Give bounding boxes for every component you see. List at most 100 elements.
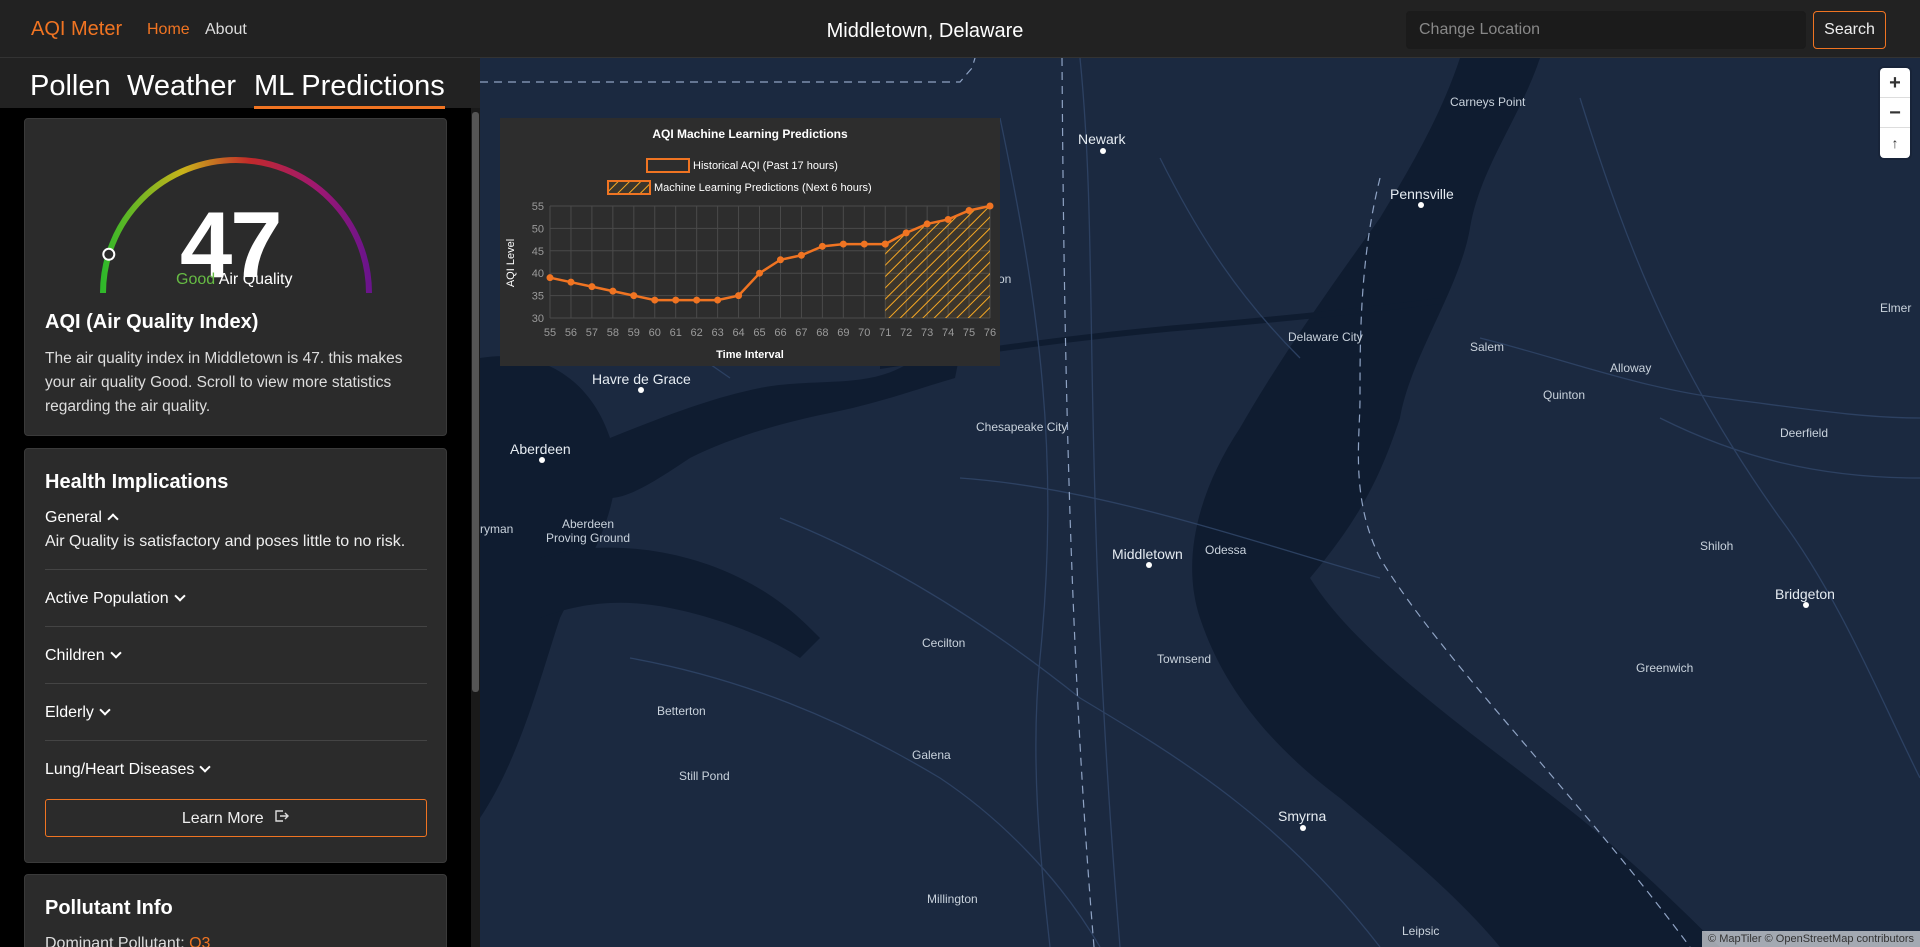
- chart-title: AQI Machine Learning Predictions: [652, 127, 848, 141]
- brand-logo[interactable]: AQI Meter: [31, 18, 123, 40]
- prediction-point: [881, 240, 889, 248]
- y-tick-label: 45: [532, 246, 544, 258]
- map-place-label: Leipsic: [1402, 924, 1440, 938]
- map-place-label: Shiloh: [1700, 539, 1734, 553]
- map-place-label: Havre de Grace: [592, 371, 691, 387]
- map-place-label: Salem: [1470, 340, 1505, 354]
- accordion-elderly[interactable]: Elderly: [45, 704, 427, 722]
- tab-weather[interactable]: Weather: [127, 70, 237, 102]
- x-tick-label: 72: [900, 327, 912, 339]
- map[interactable]: Newark Carneys Point Pennsville Elmer De…: [480, 58, 1920, 947]
- external-link-icon: [275, 809, 290, 822]
- chevron-down-icon: [99, 704, 111, 716]
- legend-swatch-predictions: [607, 180, 651, 195]
- nav-home-link[interactable]: Home: [147, 21, 190, 38]
- x-tick-label: 57: [586, 327, 598, 339]
- historical-point: [735, 292, 743, 300]
- historical-point: [609, 287, 617, 295]
- zoom-out-button[interactable]: −: [1880, 98, 1910, 128]
- map-place-label: Aberdeen: [510, 441, 571, 457]
- aqi-description: The air quality index in Middletown is 4…: [45, 350, 403, 415]
- map-place-label: Quinton: [1543, 388, 1586, 402]
- map-place-label: Still Pond: [679, 769, 730, 783]
- dominant-label: Dominant Pollutant:: [45, 935, 185, 947]
- y-tick-label: 35: [532, 291, 544, 303]
- accordion-general[interactable]: General: [45, 509, 427, 527]
- x-tick-label: 60: [649, 327, 661, 339]
- map-place-label: Smyrna: [1278, 808, 1327, 824]
- place-marker: [1146, 562, 1152, 568]
- map-place-label: on: [998, 272, 1012, 286]
- historical-point: [839, 240, 847, 248]
- aqi-quality-label: Good Air Quality: [176, 271, 293, 289]
- accordion-children[interactable]: Children: [45, 647, 427, 665]
- location-search-input[interactable]: [1406, 11, 1806, 49]
- dominant-value[interactable]: O3: [189, 935, 211, 947]
- accordion-label: Elderly: [45, 704, 94, 721]
- historical-point: [714, 296, 722, 304]
- x-tick-label: 67: [795, 327, 807, 339]
- chevron-down-icon: [199, 761, 212, 773]
- reset-north-button[interactable]: ↑: [1891, 135, 1899, 151]
- tab-bar: Pollen Weather ML Predictions: [0, 58, 480, 109]
- learn-more-button[interactable]: Learn More: [45, 799, 427, 837]
- x-tick-label: 68: [816, 327, 828, 339]
- search-button[interactable]: Search: [1813, 11, 1886, 49]
- pollutant-card: Pollutant Info Dominant Pollutant: O3: [24, 874, 447, 947]
- ml-chart: AQI Machine Learning Predictions Histori…: [505, 127, 996, 361]
- accordion-active-population[interactable]: Active Population: [45, 590, 427, 608]
- x-tick-label: 59: [628, 327, 640, 339]
- map-place-label: Aberdeen Proving Ground: [545, 517, 631, 545]
- map-place-label: Bridgeton: [1775, 586, 1835, 602]
- tab-ml-predictions[interactable]: ML Predictions: [254, 70, 445, 109]
- place-marker: [638, 387, 644, 393]
- x-tick-label: 74: [942, 327, 954, 339]
- legend-swatch-historical: [646, 158, 690, 173]
- accordion-label: Lung/Heart Diseases: [45, 761, 195, 778]
- map-place-label: Newark: [1078, 131, 1126, 147]
- historical-point: [860, 240, 868, 248]
- zoom-in-button[interactable]: +: [1880, 68, 1910, 98]
- scrollbar-thumb[interactable]: [472, 112, 479, 692]
- x-tick-label: 61: [670, 327, 682, 339]
- general-text: Air Quality is satisfactory and poses li…: [45, 533, 406, 550]
- gauge-indicator: [102, 247, 116, 261]
- map-place-label: Cecilton: [922, 636, 966, 650]
- map-place-label: Pennsville: [1390, 186, 1454, 202]
- place-marker: [1100, 148, 1106, 154]
- historical-point: [818, 242, 826, 250]
- x-tick-label: 73: [921, 327, 933, 339]
- prediction-point: [902, 229, 910, 237]
- map-place-label: Galena: [912, 748, 951, 762]
- accordion-lung-heart[interactable]: Lung/Heart Diseases: [45, 761, 427, 779]
- legend-label-historical: Historical AQI (Past 17 hours): [693, 160, 838, 172]
- learn-more-label: Learn More: [181, 809, 264, 827]
- historical-point: [776, 256, 784, 264]
- gauge-arc: [100, 157, 372, 294]
- historical-point: [588, 283, 596, 291]
- prediction-point: [923, 220, 931, 228]
- x-tick-label: 58: [607, 327, 619, 339]
- prediction-area: [885, 206, 990, 318]
- map-place-label: Odessa: [1205, 543, 1247, 557]
- prediction-point: [965, 206, 973, 214]
- historical-point: [693, 296, 701, 304]
- map-place-label: Middletown: [1112, 546, 1183, 562]
- x-tick-label: 63: [711, 327, 723, 339]
- sidebar-scrollbar[interactable]: [471, 108, 480, 947]
- health-card: Health Implications General Air Quality …: [24, 448, 447, 863]
- sidebar: Pollen Weather ML Predictions 47 Good Ai…: [0, 58, 480, 947]
- historical-point: [630, 292, 638, 300]
- y-axis-label: AQI Level: [505, 239, 517, 287]
- health-title: Health Implications: [45, 471, 229, 493]
- x-tick-label: 62: [691, 327, 703, 339]
- map-place-label: Elmer: [1880, 301, 1912, 315]
- map-attribution[interactable]: © MapTiler © OpenStreetMap contributors: [1702, 931, 1920, 947]
- x-tick-label: 66: [774, 327, 786, 339]
- place-marker: [1803, 602, 1809, 608]
- tab-pollen[interactable]: Pollen: [30, 70, 111, 102]
- nav-about-link[interactable]: About: [205, 21, 247, 38]
- divider: [45, 740, 427, 741]
- x-tick-label: 65: [753, 327, 765, 339]
- map-place-label: Millington: [927, 892, 978, 906]
